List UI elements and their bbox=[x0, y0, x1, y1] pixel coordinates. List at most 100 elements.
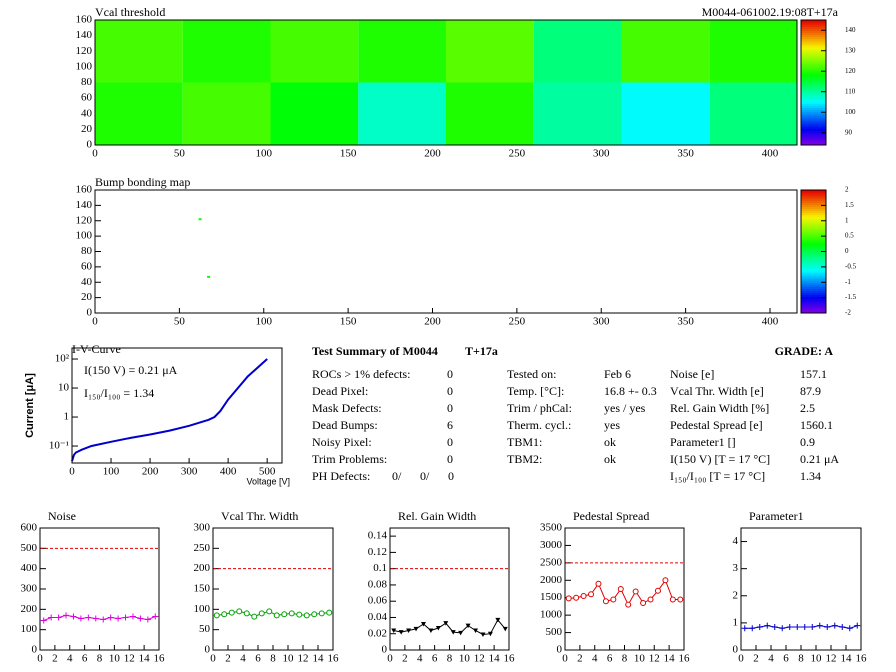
heatmap-cell bbox=[621, 82, 710, 145]
colorbar-tick-label: 120 bbox=[845, 67, 856, 75]
colorbar-segment bbox=[801, 134, 826, 138]
colorbar-segment bbox=[801, 70, 826, 73]
series-line bbox=[393, 619, 506, 636]
plot-frame bbox=[564, 527, 685, 651]
colorbar-tick-label: -0.5 bbox=[845, 262, 857, 270]
y-tick-label: 120 bbox=[76, 214, 93, 226]
x-tick-label: 16 bbox=[856, 653, 868, 665]
x-tick-label: 16 bbox=[328, 653, 340, 665]
marker bbox=[625, 601, 632, 608]
colorbar-segment bbox=[801, 49, 826, 52]
marker bbox=[48, 614, 55, 621]
colorbar-segment bbox=[801, 226, 826, 230]
colorbar-tick-label: 110 bbox=[845, 87, 856, 95]
y-tick-label: 80 bbox=[81, 245, 93, 257]
chart-title: Vcal threshold bbox=[95, 5, 165, 19]
x-tick-label: 16 bbox=[154, 653, 166, 665]
result-label: Vcal Thr. Width [e] bbox=[670, 384, 764, 398]
defect-label: Trim Problems: bbox=[312, 452, 387, 466]
colorbar-segment bbox=[801, 138, 826, 142]
marker bbox=[846, 625, 853, 632]
marker bbox=[288, 610, 295, 617]
y-tick-label: 3500 bbox=[540, 522, 563, 534]
series-line bbox=[43, 614, 156, 621]
colorbar-segment bbox=[801, 280, 826, 283]
colorbar-segment bbox=[801, 113, 826, 117]
defect-value: 0 bbox=[447, 452, 453, 466]
colorbar-segment bbox=[801, 245, 826, 248]
marker bbox=[122, 614, 129, 621]
colorbar-tick-label: 1.5 bbox=[845, 201, 854, 209]
colorbar-segment bbox=[801, 107, 826, 111]
plot-frame bbox=[39, 527, 160, 651]
heatmap-cell bbox=[709, 82, 797, 145]
y-tick-label: 200 bbox=[21, 603, 38, 615]
marker bbox=[100, 616, 107, 623]
x-tick-label: 2 bbox=[225, 653, 231, 665]
marker bbox=[741, 625, 748, 632]
colorbar-segment bbox=[801, 212, 826, 216]
x-tick-label: 300 bbox=[593, 148, 610, 160]
colorbar-segment bbox=[801, 36, 826, 40]
x-tick-label: 350 bbox=[677, 316, 694, 328]
result-label: I₁₅₀/I₁₀₀ [T = 17 °C] bbox=[670, 469, 765, 483]
colorbar-segment bbox=[801, 302, 826, 306]
defect-label: Mask Defects: bbox=[312, 401, 382, 415]
colorbar-segment bbox=[801, 34, 826, 38]
colorbar-segment bbox=[801, 95, 826, 98]
plot-frame bbox=[71, 347, 283, 464]
colorbar-segment bbox=[801, 198, 826, 201]
ph-defect-label: PH Defects: bbox=[312, 469, 370, 483]
colorbar-segment bbox=[801, 24, 826, 27]
marker bbox=[318, 610, 325, 617]
result-value: 2.5 bbox=[800, 401, 815, 415]
colorbar-segment bbox=[801, 247, 826, 250]
heatmap-cell bbox=[358, 20, 446, 83]
y-tick-label: 1500 bbox=[540, 591, 563, 603]
y-tick-label: 10 bbox=[58, 382, 70, 394]
y-tick-label: 200 bbox=[194, 562, 211, 574]
colorbar-segment bbox=[801, 63, 826, 67]
colorbar-segment bbox=[801, 306, 826, 310]
colorbar-segment bbox=[801, 210, 826, 214]
x-tick-label: 500 bbox=[259, 466, 276, 478]
colorbar-segment bbox=[801, 78, 826, 81]
x-tick-label: 0 bbox=[387, 653, 393, 665]
chart-title: Vcal Thr. Width bbox=[221, 509, 298, 523]
series-line bbox=[71, 358, 268, 462]
x-tick-label: 200 bbox=[424, 316, 441, 328]
marker bbox=[398, 630, 404, 635]
colorbar-tick-label: 0.5 bbox=[845, 232, 854, 240]
colorbar-segment bbox=[801, 140, 826, 144]
x-tick-label: 8 bbox=[447, 653, 453, 665]
colorbar-segment bbox=[801, 55, 826, 58]
heatmap-cell bbox=[446, 82, 534, 145]
heatmap-cell bbox=[95, 82, 183, 145]
marker bbox=[632, 588, 639, 595]
colorbar-segment bbox=[801, 220, 826, 224]
y-tick-label: 1 bbox=[64, 411, 70, 423]
colorbar-segment bbox=[801, 47, 826, 50]
colorbar-segment bbox=[801, 109, 826, 113]
marker bbox=[435, 626, 441, 631]
colorbar-segment bbox=[801, 128, 826, 131]
x-tick-label: 16 bbox=[504, 653, 516, 665]
colorbar-segment bbox=[801, 304, 826, 308]
marker bbox=[251, 613, 258, 620]
colorbar-segment bbox=[801, 22, 826, 25]
heatmap-cell bbox=[270, 20, 359, 83]
y-tick-label: 300 bbox=[21, 583, 38, 595]
marker bbox=[115, 615, 122, 622]
x-tick-label: 2 bbox=[402, 653, 408, 665]
marker bbox=[420, 621, 426, 627]
marker bbox=[816, 622, 823, 629]
y-tick-label: 0.08 bbox=[368, 578, 388, 590]
colorbar-segment bbox=[801, 53, 826, 56]
marker bbox=[258, 610, 265, 617]
colorbar-segment bbox=[801, 251, 826, 255]
y-tick-label: 0 bbox=[205, 644, 211, 656]
colorbar-segment bbox=[801, 28, 826, 31]
marker bbox=[647, 596, 654, 603]
colorbar-segment bbox=[801, 80, 826, 83]
